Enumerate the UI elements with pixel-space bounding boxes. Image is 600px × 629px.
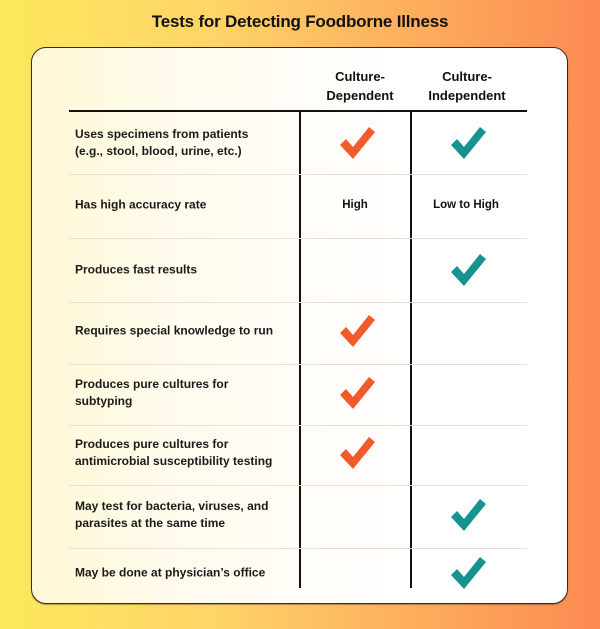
row-divider bbox=[69, 364, 527, 365]
header-line: Culture- bbox=[442, 69, 492, 84]
checkmark-icon bbox=[340, 437, 375, 469]
row-label-line: May be done at physician’s office bbox=[75, 565, 266, 580]
row-divider bbox=[69, 548, 527, 549]
column-header-culture-independent: Culture- Independent bbox=[407, 67, 527, 105]
row-divider bbox=[69, 485, 527, 486]
header-divider bbox=[69, 110, 527, 112]
row-label: Requires special knowledge to run bbox=[75, 323, 295, 340]
row-label-line: Produces fast results bbox=[75, 262, 198, 277]
row-label: Has high accuracy rate bbox=[75, 197, 295, 214]
row-label-line: (e.g., stool, blood, urine, etc.) bbox=[75, 144, 242, 158]
row-label-line: Produces pure cultures for bbox=[75, 437, 229, 451]
header-line: Dependent bbox=[326, 88, 394, 103]
row-label: Produces fast results bbox=[75, 262, 295, 279]
row-label-line: antimicrobial susceptibility testing bbox=[75, 454, 273, 468]
row-label-line: Produces pure cultures for bbox=[75, 377, 229, 391]
cell-value: High bbox=[342, 199, 368, 211]
row-label-line: Uses specimens from patients bbox=[75, 127, 249, 141]
column-divider bbox=[299, 110, 301, 588]
row-label: Produces pure cultures for antimicrobial … bbox=[75, 436, 295, 470]
row-label-line: subtyping bbox=[75, 394, 133, 408]
checkmark-icon bbox=[340, 127, 375, 159]
row-label-line: Has high accuracy rate bbox=[75, 197, 207, 212]
row-divider bbox=[69, 174, 527, 175]
row-label-line: parasites at the same time bbox=[75, 516, 226, 530]
row-divider bbox=[69, 302, 527, 303]
checkmark-icon bbox=[340, 315, 375, 347]
row-label: Produces pure cultures for subtyping bbox=[75, 376, 295, 410]
header-line: Independent bbox=[428, 88, 506, 103]
row-divider bbox=[69, 425, 527, 426]
column-header-culture-dependent: Culture- Dependent bbox=[300, 67, 420, 105]
row-label: May test for bacteria, viruses, and paras… bbox=[75, 498, 295, 532]
row-label: Uses specimens from patients (e.g., stool… bbox=[75, 126, 295, 160]
row-label: May be done at physician’s office bbox=[75, 565, 295, 582]
checkmark-icon bbox=[451, 254, 486, 286]
checkmark-icon bbox=[451, 127, 486, 159]
row-divider bbox=[69, 238, 527, 239]
row-label-line: May test for bacteria, viruses, and bbox=[75, 499, 269, 513]
column-divider bbox=[410, 110, 412, 588]
checkmark-icon bbox=[340, 377, 375, 409]
header-line: Culture- bbox=[335, 69, 385, 84]
page-title: Tests for Detecting Foodborne Illness bbox=[151, 12, 449, 31]
cell-value: Low to High bbox=[433, 199, 499, 211]
checkmark-icon bbox=[451, 557, 486, 589]
checkmark-icon bbox=[451, 499, 486, 531]
row-label-line: Requires special knowledge to run bbox=[75, 323, 274, 338]
